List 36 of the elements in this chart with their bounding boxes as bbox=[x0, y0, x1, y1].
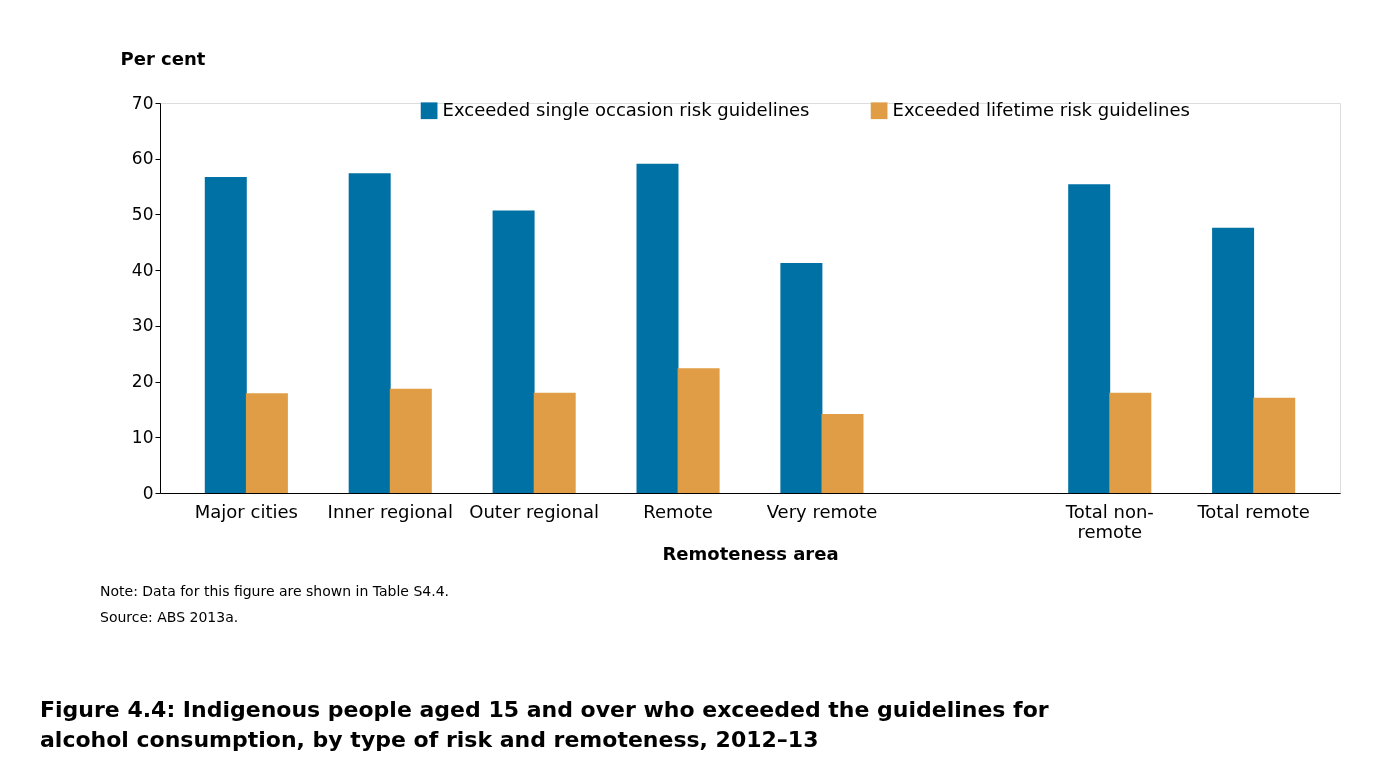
y-tick-label: 10 bbox=[131, 426, 154, 447]
y-tick-label: 40 bbox=[131, 259, 154, 280]
y-axis-title: Per cent bbox=[120, 47, 206, 69]
bar bbox=[348, 173, 391, 493]
x-tick-label: Remote bbox=[643, 500, 713, 522]
bar bbox=[533, 392, 576, 493]
x-axis-title: Remoteness area bbox=[662, 542, 839, 564]
x-tick-label: Very remote bbox=[766, 500, 878, 522]
y-tick-label: 30 bbox=[131, 315, 154, 336]
bar bbox=[1212, 227, 1255, 493]
y-tick-label: 60 bbox=[131, 148, 154, 169]
bar bbox=[1109, 392, 1152, 493]
bar bbox=[1068, 184, 1111, 493]
x-tick-label: Total remote bbox=[1196, 500, 1310, 522]
bar bbox=[1253, 397, 1296, 493]
x-tick-label: Major cities bbox=[194, 500, 298, 522]
y-tick-label: 0 bbox=[142, 482, 154, 503]
y-tick-label: 70 bbox=[131, 92, 154, 113]
y-tick-label: 50 bbox=[131, 203, 154, 224]
bar bbox=[677, 368, 720, 493]
bar bbox=[492, 210, 535, 493]
text: Note: Data for this figure are shown in Table S4.4. bbox=[100, 583, 450, 599]
x-tick-label: Outer regional bbox=[469, 500, 600, 522]
y-tick-label: 20 bbox=[131, 371, 154, 392]
bar bbox=[821, 413, 864, 493]
bar bbox=[204, 177, 247, 493]
bar bbox=[245, 393, 288, 493]
source-note: Source: ABS 2013a. bbox=[100, 609, 239, 625]
bar bbox=[636, 163, 679, 493]
x-tick-label: Total non-remote bbox=[1064, 500, 1154, 542]
bar bbox=[780, 262, 823, 493]
bar bbox=[389, 388, 432, 493]
legend-label: Exceeded lifetime risk guidelines bbox=[892, 98, 1190, 120]
text: Figure 4.4: Indigenous people aged 15 and over who exceeded the guidelines for alcohol consumption, by type of risk and remoteness, 2012–13 bbox=[40, 697, 1049, 752]
legend-label: Exceeded single occasion risk guidelines bbox=[442, 98, 810, 120]
x-tick-label: Inner regional bbox=[327, 500, 453, 522]
